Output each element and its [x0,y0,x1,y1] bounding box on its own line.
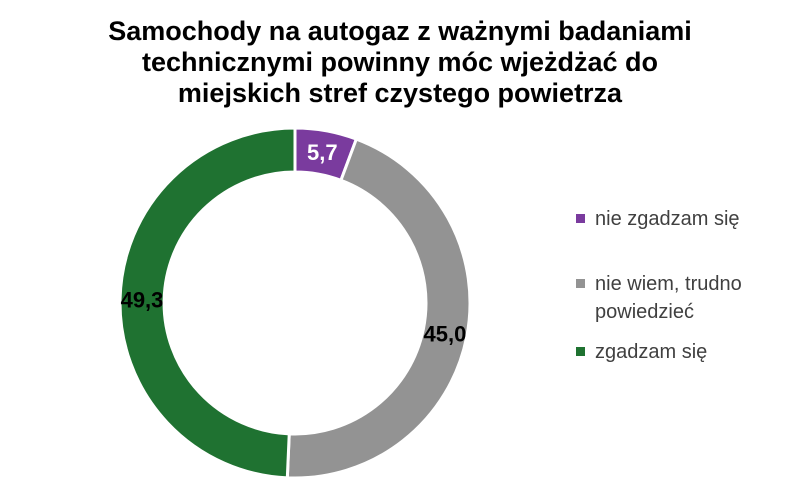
chart-title-line-1: Samochody na autogaz z ważnymi badaniami [108,16,692,46]
legend-swatch-purple [576,214,585,223]
data-label-1: 45,0 [423,321,466,346]
legend-label: zgadzam się [595,341,708,363]
legend: nie zgadzam się nie wiem, trudno powiedz… [576,205,791,366]
legend-item-nie-zgadzam-sie: nie zgadzam się [576,205,791,233]
legend-item-zgadzam-sie: zgadzam się [576,338,791,366]
chart-title-line-3: miejskich stref czystego powietrza [177,78,623,108]
donut-chart: 5,7 45,0 49,3 [118,126,472,480]
data-label-2: 49,3 [121,287,164,312]
legend-label: nie wiem, trudno powiedzieć [595,273,742,323]
chart-title: Samochody na autogaz z ważnymi badaniami… [0,16,800,109]
chart-title-line-2: technicznymi powinny móc wjeżdżać do [141,47,659,77]
data-label-0: 5,7 [307,140,338,165]
legend-item-nie-wiem: nie wiem, trudno powiedzieć [576,270,791,326]
legend-swatch-green [576,347,585,356]
donut-slice-1 [285,137,472,480]
legend-label: nie zgadzam się [595,208,740,230]
legend-swatch-gray [576,279,585,288]
donut-slice-2 [118,126,297,480]
